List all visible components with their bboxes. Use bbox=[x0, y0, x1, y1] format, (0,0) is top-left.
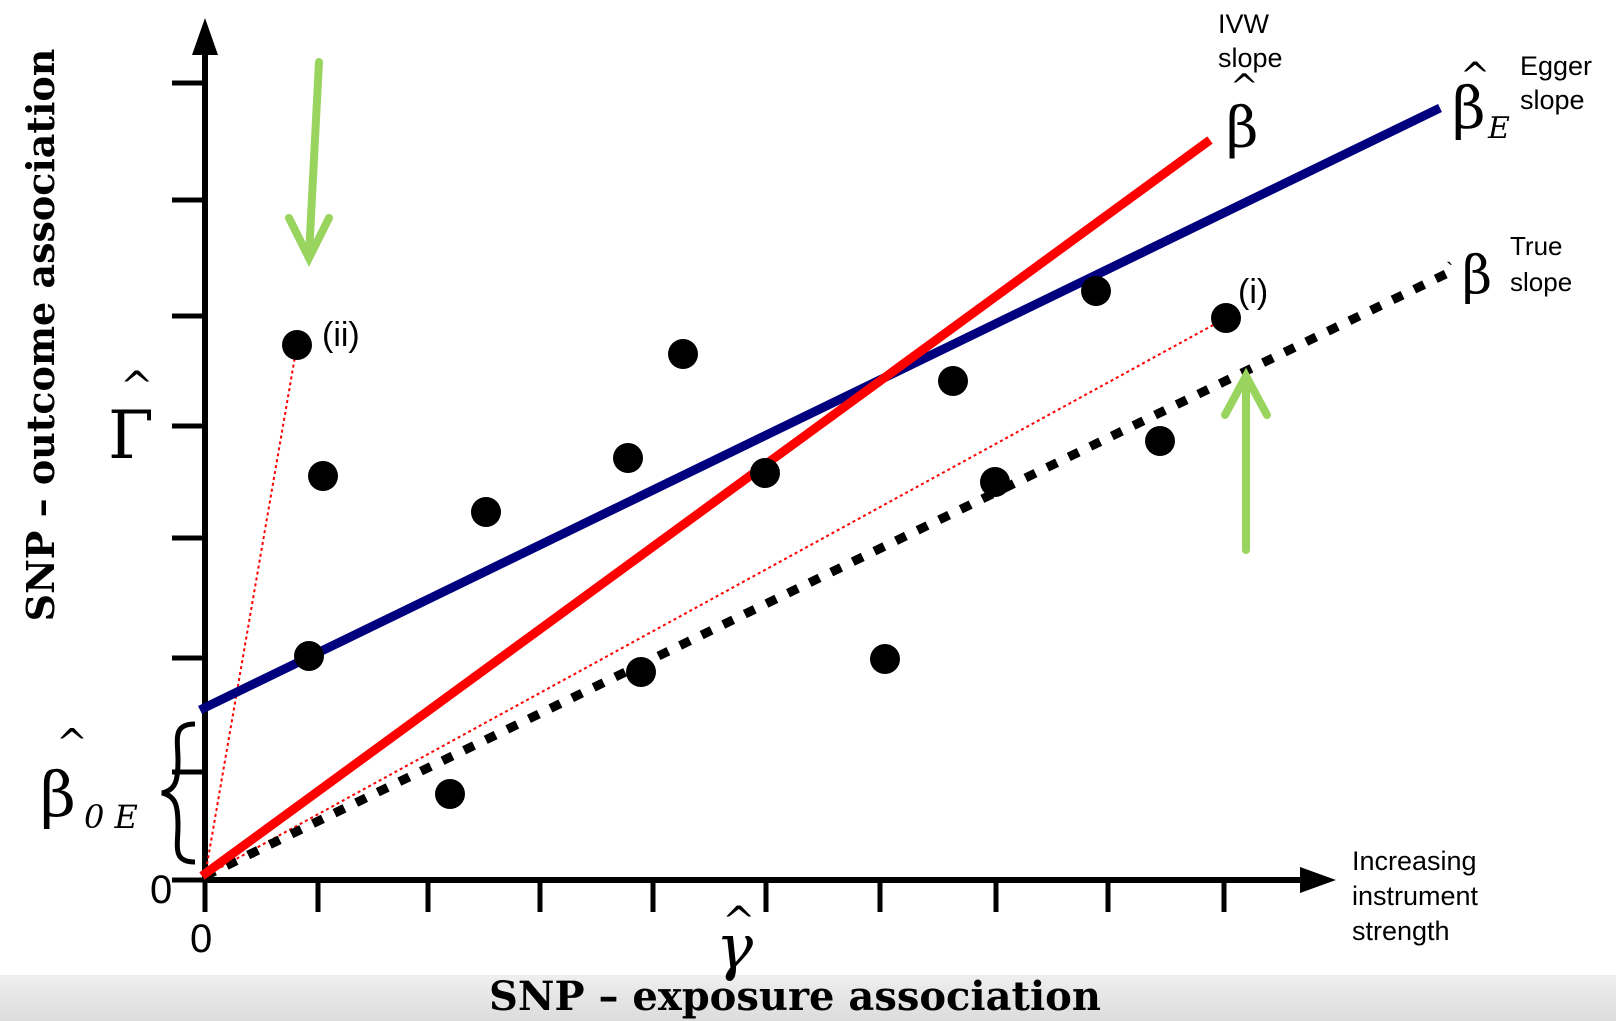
x-axis-ticks bbox=[202, 880, 1227, 912]
y-origin-label: 0 bbox=[150, 868, 172, 912]
green-arrow-down bbox=[285, 58, 333, 267]
snp-point bbox=[435, 779, 465, 809]
egger-subscript: E bbox=[1487, 111, 1510, 146]
ivw-beta-symbol: β bbox=[1226, 96, 1258, 161]
snp-point bbox=[613, 443, 643, 473]
green-arrow-up bbox=[1221, 367, 1271, 554]
guide-line-i bbox=[204, 317, 1227, 877]
ivw-caption-line2: slope bbox=[1218, 43, 1283, 73]
point-label-ii: (ii) bbox=[322, 316, 360, 354]
snp-point bbox=[1145, 426, 1175, 456]
intercept-brace bbox=[161, 721, 196, 865]
x-axis-end-line1: Increasing bbox=[1352, 846, 1477, 876]
x-hat-symbol: γ bbox=[716, 910, 754, 983]
snp-point-i bbox=[1211, 303, 1241, 333]
gamma-hat-symbol: Γ bbox=[108, 397, 154, 474]
snp-point-ii bbox=[282, 330, 312, 360]
x-axis-arrowhead bbox=[1300, 867, 1336, 893]
snp-point bbox=[294, 641, 324, 671]
snp-point bbox=[626, 657, 656, 687]
snp-point bbox=[471, 497, 501, 527]
true-caption-line1: True bbox=[1510, 231, 1563, 261]
snp-point bbox=[938, 366, 968, 396]
point-label-i: (i) bbox=[1238, 273, 1268, 311]
x-origin-label: 0 bbox=[190, 917, 212, 961]
intercept-hat-mark: ^ bbox=[56, 721, 88, 765]
egger-caption-line1: Egger bbox=[1520, 51, 1592, 81]
snp-point bbox=[668, 339, 698, 369]
egger-slope-line bbox=[198, 103, 1442, 715]
ivw-caption-line1: IVW bbox=[1218, 9, 1270, 39]
y-axis-title: SNP – outcome association bbox=[18, 49, 63, 622]
true-tick-mark: ` bbox=[1446, 258, 1453, 283]
ivw-hat-symbol: ^ bbox=[1230, 67, 1259, 107]
intercept-beta-symbol: β bbox=[40, 758, 76, 831]
bottom-band bbox=[0, 975, 1616, 1021]
y-axis-arrowhead bbox=[192, 18, 218, 55]
true-slope-line bbox=[203, 267, 1452, 881]
egger-caption-line2: slope bbox=[1520, 85, 1585, 115]
snp-point bbox=[1081, 276, 1111, 306]
true-caption-line2: slope bbox=[1510, 267, 1572, 297]
snp-point bbox=[980, 467, 1010, 497]
egger-hat-symbol: ^ bbox=[1460, 56, 1490, 97]
ivw-slope-line bbox=[199, 136, 1213, 880]
snp-point bbox=[750, 458, 780, 488]
egger-beta-symbol: β bbox=[1452, 74, 1486, 142]
x-axis-title: SNP – exposure association bbox=[489, 973, 1101, 1020]
intercept-subscript: 0 E bbox=[84, 798, 138, 836]
gamma-hat-mark: ^ bbox=[120, 364, 154, 410]
x-hat-mark: ^ bbox=[722, 899, 756, 945]
x-axis-end-line2: instrument bbox=[1352, 881, 1479, 911]
guide-line-ii bbox=[204, 344, 298, 877]
x-axis-end-line3: strength bbox=[1352, 916, 1450, 946]
snp-points bbox=[282, 276, 1241, 809]
snp-point bbox=[308, 461, 338, 491]
true-beta-symbol: β bbox=[1462, 246, 1492, 306]
snp-point bbox=[870, 644, 900, 674]
